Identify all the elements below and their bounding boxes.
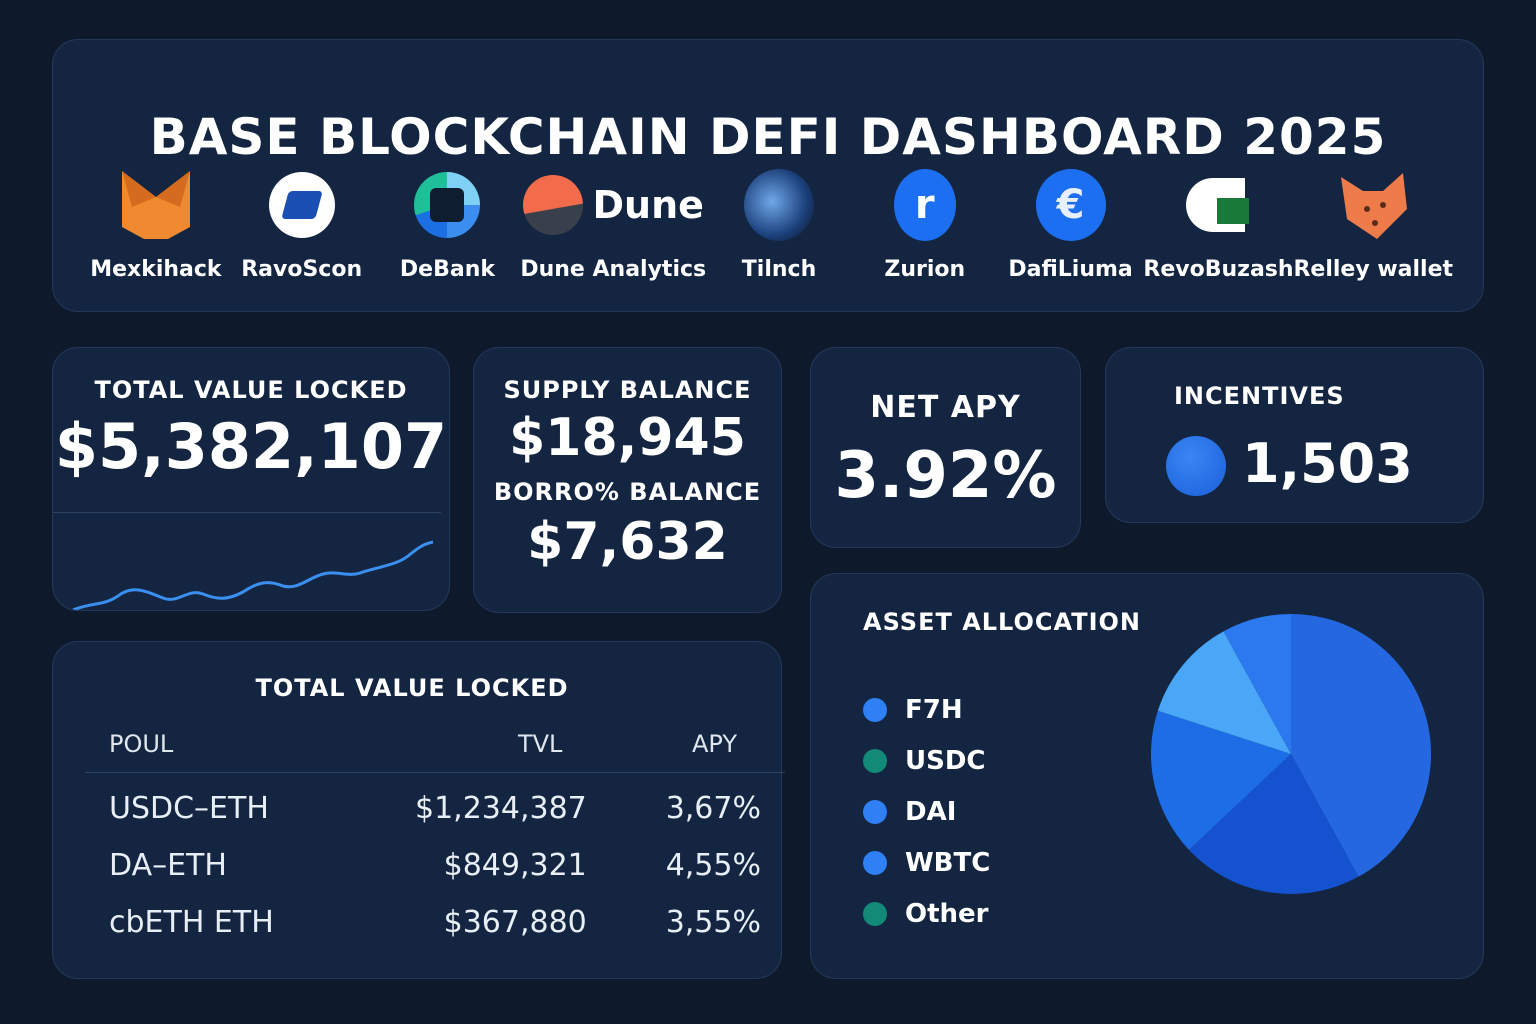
pools-table: POUL TVL APY USDC–ETH $1,234,387 3,67% DA–… [85, 724, 785, 944]
page-title: BASE BLOCKCHAIN DEFI DASHBOARD 2025 [149, 108, 1387, 166]
logo-dune[interactable]: Dune Dune Analytics [520, 165, 706, 282]
logo-mexkihack[interactable]: Mexkihack [83, 165, 229, 282]
supply-balance-value: $18,945 [509, 408, 746, 468]
debank-icon [414, 172, 481, 238]
legend-dot [863, 748, 887, 773]
balances-card: SUPPLY BALANCE $18,945 BORRO% BALANCE $7… [473, 347, 782, 613]
legend-dot [863, 850, 887, 875]
table-row[interactable]: DA–ETH $849,321 4,55% [109, 848, 761, 883]
pie-slice [1223, 614, 1291, 754]
pie-slice [1157, 631, 1291, 754]
pools-title: TOTAL VALUE LOCKED [255, 674, 569, 702]
net-apy-value: 3.92% [834, 439, 1057, 513]
tvl-label: TOTAL VALUE LOCKED [94, 376, 408, 404]
logo-debank[interactable]: DeBank [375, 165, 521, 282]
allocation-card: ASSET ALLOCATION F7H USDC DAI WBTC Other [810, 573, 1484, 979]
pie-slice [1291, 614, 1431, 877]
tvl-value: $5,382,107 [54, 410, 448, 483]
borrow-balance-label: BORRO% BALANCE [493, 478, 762, 506]
rabby-icon [1341, 173, 1408, 239]
incentives-value: 1,503 [1242, 432, 1413, 495]
column-header-pool[interactable]: POUL [85, 724, 344, 773]
header-card: BASE BLOCKCHAIN DEFI DASHBOARD 2025 Mexk… [52, 39, 1484, 312]
legend-dot [863, 901, 887, 926]
logo-row: Mexkihack RavoScon DeBank Dune Dune Analy… [83, 165, 1453, 282]
zurion-icon: r [893, 169, 956, 241]
incentives-label: INCENTIVES [1174, 382, 1345, 410]
token-icon [1166, 436, 1226, 496]
legend-item: Other [863, 888, 990, 939]
legend-item: F7H [863, 684, 990, 735]
logo-ravoscon[interactable]: RavoScon [229, 165, 375, 282]
column-header-apy[interactable]: APY [610, 724, 785, 773]
net-apy-card: NET APY 3.92% [810, 347, 1081, 548]
defillama-icon: € [1035, 169, 1106, 241]
ravoscon-icon [268, 172, 335, 238]
tvl-card: TOTAL VALUE LOCKED $5,382,107 [52, 347, 450, 611]
legend-item: USDC [863, 735, 990, 786]
pie-slice [1188, 754, 1359, 894]
net-apy-label: NET APY [870, 390, 1021, 425]
logo-1inch[interactable]: Tilnch [706, 165, 852, 282]
allocation-legend: F7H USDC DAI WBTC Other [863, 684, 990, 939]
legend-item: WBTC [863, 837, 990, 888]
pie-slice [1151, 710, 1291, 850]
logo-dafiliuma[interactable]: € DafiLiuma [998, 165, 1144, 282]
pools-card: TOTAL VALUE LOCKED POUL TVL APY USDC–ETH… [52, 641, 785, 979]
legend-item: DAI [863, 786, 990, 837]
legend-dot [863, 697, 887, 722]
allocation-title: ASSET ALLOCATION [863, 608, 1142, 636]
allocation-pie-chart [1151, 614, 1431, 894]
supply-balance-label: SUPPLY BALANCE [503, 376, 752, 404]
table-row[interactable]: USDC–ETH $1,234,387 3,67% [109, 791, 761, 826]
dune-icon [522, 175, 583, 235]
divider [53, 512, 441, 513]
logo-zurion[interactable]: r Zurion [852, 165, 998, 282]
revobuzash-icon [1186, 178, 1250, 232]
table-row[interactable]: cbETH ETH $367,880 3,55% [109, 905, 761, 940]
borrow-balance-value: $7,632 [527, 512, 728, 572]
column-header-tvl[interactable]: TVL [343, 724, 611, 773]
logo-revobuzash[interactable]: RevoBuzash [1143, 165, 1294, 282]
incentives-card: INCENTIVES 1,503 [1105, 347, 1484, 523]
legend-dot [863, 799, 887, 824]
1inch-icon [744, 169, 815, 241]
tvl-sparkline [72, 540, 434, 610]
fox-icon [121, 171, 190, 239]
logo-relley-wallet[interactable]: Relley wallet [1293, 165, 1453, 282]
